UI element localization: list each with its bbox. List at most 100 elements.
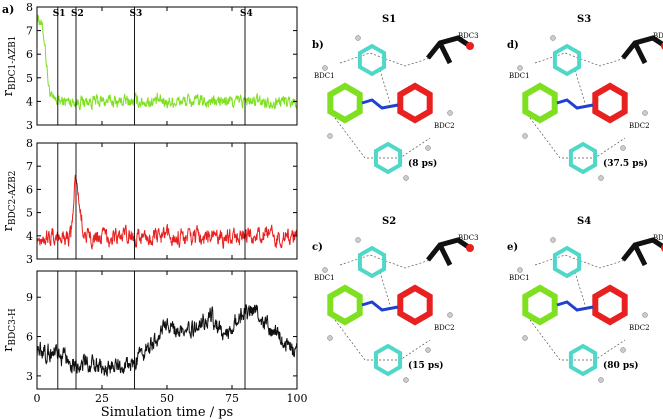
fragment-label-bdc2: BDC2: [629, 122, 650, 130]
linker-ring: [552, 43, 582, 77]
linker-ring: [373, 141, 403, 175]
y-tick-label: 7: [26, 160, 33, 173]
plot-panel-2: 3 4 5 6 7 8 rBDC2-AZB2: [1, 137, 298, 266]
hydrogen-atom: [642, 110, 648, 116]
linker-ring: [357, 245, 387, 279]
red-ring: [397, 82, 433, 124]
y-tick-label: 6: [26, 183, 33, 196]
red-ring: [592, 284, 628, 326]
y-tick-label: 7: [26, 25, 33, 38]
snapshot-s2: c) S2 BDC1 BDC3 BDC2 (15 ps): [312, 216, 479, 383]
snapshot-s4: e) S4 BDC3 BDC1 BDC2 (80 ps): [507, 216, 663, 383]
fragment-label-bdc2: BDC2: [629, 324, 650, 332]
red-ring: [397, 284, 433, 326]
azo-bridge: [361, 98, 399, 110]
hydrogen-atom: [355, 35, 361, 41]
snapshot-s1: b) S1 BDC3 BDC1 BDC2 (8 ps): [312, 14, 479, 181]
red-ring: [592, 82, 628, 124]
hydrogen-atom: [327, 335, 333, 341]
oxygen-atom: [466, 244, 474, 252]
hydrogen-atom: [598, 175, 604, 181]
series-line: [36, 14, 298, 111]
y-axis-label: rBDC1-AZB1: [1, 36, 18, 97]
y-tick-label: 5: [26, 207, 33, 220]
y-tick-label: 3: [26, 119, 33, 132]
hydrogen-atom: [522, 335, 528, 341]
hydrogen-atom: [425, 347, 431, 353]
state-label: S3: [130, 9, 143, 19]
oxygen-atom: [466, 42, 474, 50]
green-ring: [522, 284, 558, 326]
state-title: S2: [382, 216, 396, 227]
green-ring: [522, 82, 558, 124]
snapshot-time: (15 ps): [408, 360, 444, 371]
state-title: S4: [577, 216, 591, 227]
state-title: S1: [382, 14, 396, 25]
fragment-label-bdc3: BDC3: [458, 234, 479, 242]
hbond-network: [334, 254, 431, 361]
fragment-label-bdc3: BDC3: [458, 32, 479, 40]
series-line: [36, 174, 298, 250]
y-tick-label: 8: [26, 1, 33, 14]
linker-ring: [357, 43, 387, 77]
hydrogen-atom: [517, 65, 523, 71]
bdc3-fragment: [621, 35, 663, 65]
hydrogen-atom: [425, 145, 431, 151]
fragment-label-bdc1: BDC1: [509, 274, 530, 282]
panel-label: c): [312, 242, 323, 253]
y-tick-label: 4: [26, 95, 33, 108]
y-tick-label: 9: [26, 291, 33, 304]
time-series-plots: S1 S2 S3 S4 3 4 5 6 7 8 rBDC1-AZB1 a) 3 4 5 6 7 8 rBDC2-AZ…: [1, 1, 308, 420]
green-ring: [327, 284, 363, 326]
panel-label: a): [2, 3, 14, 16]
plot-panel-1: S1 S2 S3 S4 3 4 5 6 7 8 rBDC1-AZB1 a): [1, 1, 298, 132]
y-tick-label: 3: [26, 253, 33, 266]
panel-label: b): [312, 40, 324, 51]
y-tick-label: 8: [26, 137, 33, 150]
y-tick-label: 6: [26, 48, 33, 61]
y-tick-label: 4: [26, 230, 33, 243]
y-tick-label: 5: [26, 72, 33, 85]
azo-bridge: [361, 300, 399, 312]
hydrogen-atom: [403, 377, 409, 383]
x-tick-label: 100: [287, 392, 308, 405]
fragment-label-bdc1: BDC1: [314, 72, 335, 80]
state-title: S3: [577, 14, 591, 25]
hydrogen-atom: [517, 267, 523, 273]
hydrogen-atom: [620, 347, 626, 353]
snapshot-time: (37.5 ps): [603, 158, 648, 169]
hydrogen-atom: [403, 175, 409, 181]
hbond-network: [334, 52, 431, 159]
azo-bridge: [556, 300, 594, 312]
bdc3-fragment: [426, 35, 472, 65]
fragment-label-bdc2: BDC2: [434, 324, 455, 332]
fragment-label-bdc1: BDC1: [314, 274, 335, 282]
x-axis-label: Simulation time / ps: [101, 405, 233, 420]
hydrogen-atom: [447, 110, 453, 116]
snapshot-s3: d) S3 BDC3 BDC1 BDC2 (37.5 ps): [507, 14, 663, 181]
azo-bridge: [556, 98, 594, 110]
hydrogen-atom: [327, 133, 333, 139]
hydrogen-atom: [598, 377, 604, 383]
hydrogen-atom: [322, 267, 328, 273]
hbond-network: [529, 254, 626, 361]
hydrogen-atom: [447, 312, 453, 318]
x-tick-label: 75: [225, 392, 239, 405]
hydrogen-atom: [322, 65, 328, 71]
x-tick-label: 0: [34, 392, 41, 405]
fragment-label-bdc1: BDC1: [509, 72, 530, 80]
linker-ring: [552, 245, 582, 279]
hydrogen-atom: [355, 237, 361, 243]
bdc3-fragment: [621, 237, 663, 267]
molecular-snapshots: b) S1 BDC3 BDC1 BDC2 (8 ps) d) S3 BDC3 BDC1 BDC2 (3…: [312, 14, 663, 383]
state-label: S1: [53, 9, 66, 19]
state-label: S2: [71, 9, 84, 19]
fragment-label-bdc3: BDC3: [653, 234, 663, 242]
y-axis-label: rBDC2-AZB2: [1, 171, 18, 232]
y-axis-label: rBDC3-H: [1, 308, 18, 352]
bdc3-fragment: [426, 237, 472, 267]
hydrogen-atom: [642, 312, 648, 318]
fragment-label-bdc3: BDC3: [653, 32, 663, 40]
y-tick-label: 3: [26, 370, 33, 383]
